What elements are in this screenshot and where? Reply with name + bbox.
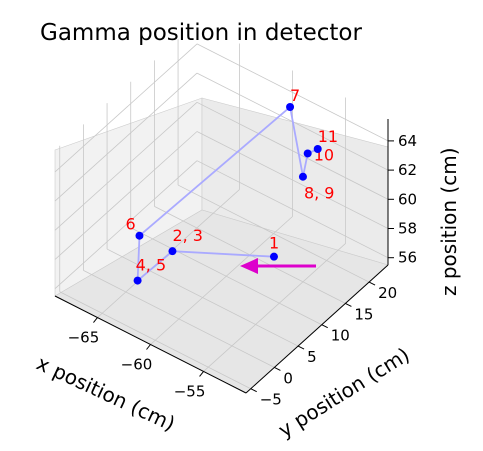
y-axis-line	[245, 264, 389, 394]
y-grid-line	[130, 227, 322, 326]
point-label: 7	[290, 86, 300, 105]
x-grid-line	[150, 216, 293, 345]
y-tick-label: 15	[354, 305, 373, 323]
z-axis-label: z position (cm)	[437, 147, 461, 296]
data-point	[286, 102, 295, 111]
z-tick-label: 64	[398, 132, 417, 150]
z-grid-line	[54, 72, 198, 202]
data-point	[168, 247, 177, 256]
point-label: 8, 9	[304, 184, 335, 203]
z-grid-line	[196, 43, 389, 142]
y-tick-mark	[297, 345, 305, 350]
data-point	[135, 231, 144, 240]
x-axis-label: x position (cm)	[33, 351, 179, 436]
z-grid-line	[54, 43, 198, 173]
data-point	[313, 144, 322, 153]
y-tick-label: −5	[260, 391, 282, 409]
point-label: 6	[125, 215, 135, 234]
y-grid-line	[177, 184, 370, 283]
y-tick-mark	[321, 324, 328, 329]
z-grid-line	[54, 131, 198, 260]
arrow-annotation	[240, 258, 316, 274]
y-tick-label: 0	[283, 369, 293, 387]
x-tick-mark	[146, 344, 151, 350]
data-point	[303, 149, 312, 158]
point-label: 4, 5	[136, 256, 167, 275]
z-grid-line	[196, 101, 389, 200]
x-grid-line	[203, 243, 346, 372]
point-label: 2, 3	[172, 226, 203, 245]
z-tick-label: 62	[398, 161, 417, 179]
y-tick-mark	[368, 281, 376, 286]
y-tick-label: 20	[378, 284, 397, 302]
y-tick-label: 5	[307, 348, 317, 366]
z-tick-label: 58	[398, 220, 417, 238]
x-tick-label: −55	[174, 382, 206, 400]
z-tick-label: 60	[398, 190, 417, 208]
z-grid-line	[54, 160, 198, 289]
z-tick-label: 56	[398, 249, 417, 267]
x-tick-mark	[93, 317, 98, 323]
y-grid-line	[59, 291, 251, 390]
chart-title: Gamma position in detector	[40, 20, 362, 46]
z-grid-line	[196, 131, 389, 229]
data-point	[269, 252, 278, 261]
z-grid-line	[196, 160, 389, 259]
point-label: 1	[269, 234, 279, 253]
point-label: 11	[318, 127, 338, 146]
grid-lines	[54, 39, 389, 390]
y-axis-label: y position (cm)	[274, 342, 414, 442]
z-grid-line	[54, 102, 198, 231]
x-tick-label: −60	[121, 356, 153, 374]
y-tick-mark	[345, 302, 352, 307]
data-point	[298, 172, 307, 181]
y-tick-mark	[250, 388, 257, 393]
x-tick-label: −65	[68, 329, 100, 347]
x-tick-mark	[199, 371, 204, 377]
y-tick-label: 10	[331, 327, 350, 345]
y-grid-line	[83, 270, 275, 368]
y-tick-mark	[274, 366, 281, 371]
data-point	[133, 276, 142, 285]
